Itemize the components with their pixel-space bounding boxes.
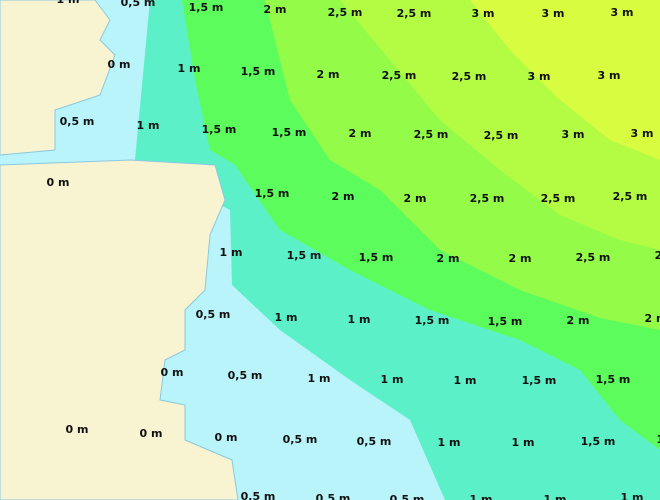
contour-label: 0 m <box>215 431 238 444</box>
contour-label: 0 m <box>140 427 163 440</box>
contour-label: 1,5 m <box>359 251 394 264</box>
contour-label: 0 m <box>47 176 70 189</box>
contour-label: 0 m <box>66 423 89 436</box>
contour-label: 2 m <box>509 252 532 265</box>
contour-label: 1,5 m <box>287 249 322 262</box>
contour-label: 0,5 m <box>228 369 263 382</box>
contour-label: 1,5 m <box>241 65 276 78</box>
contour-label: 0 m <box>108 58 131 71</box>
contour-label: 2,5 m <box>576 251 611 264</box>
contour-label: 0,5 m <box>121 0 156 9</box>
contour-label: 0 m <box>161 366 184 379</box>
contour-label: 2 m <box>567 314 590 327</box>
contour-label: 1,5 m <box>581 435 616 448</box>
contour-label: 1,5 m <box>255 187 290 200</box>
contour-label: 1 m <box>454 374 477 387</box>
contour-label: 1 m <box>657 433 660 446</box>
contour-label: 2,5 m <box>328 6 363 19</box>
contour-label: 1,5 m <box>272 126 307 139</box>
contour-label: 1 m <box>178 62 201 75</box>
contour-label: 2,5 m <box>382 69 417 82</box>
contour-label: 2,5 m <box>613 190 648 203</box>
contour-label: 3 m <box>472 7 495 20</box>
contour-label: 1 m <box>544 493 567 500</box>
contour-label: 3 m <box>528 70 551 83</box>
contour-label: 1,5 m <box>415 314 450 327</box>
contour-label: 0,5 m <box>357 435 392 448</box>
contour-label: 3 m <box>611 6 634 19</box>
contour-label: 0,5 m <box>390 493 425 500</box>
contour-label: 1 m <box>621 491 644 500</box>
contour-label: 3 m <box>562 128 585 141</box>
contour-label: 2,5 m <box>452 70 487 83</box>
contour-label: 2,5 m <box>484 129 519 142</box>
contour-label: 1,5 m <box>202 123 237 136</box>
contour-label: 0,5 m <box>241 490 276 500</box>
contour-label: 3 m <box>631 127 654 140</box>
contour-label: 1,5 m <box>488 315 523 328</box>
contour-label: 0,5 m <box>196 308 231 321</box>
contour-label: 1 m <box>57 0 80 6</box>
contour-labels: 1 m 0,5 m 1,5 m 2 m 2,5 m 2,5 m 3 m 3 m 3 m 0 m 1 … <box>47 0 660 500</box>
contour-label: 2,5 m <box>470 192 505 205</box>
contour-label: 1 m <box>512 436 535 449</box>
contour-label: 3 m <box>542 7 565 20</box>
contour-label: 1 m <box>308 372 331 385</box>
contour-label: 0,5 m <box>283 433 318 446</box>
contour-label: 2 m <box>264 3 287 16</box>
contour-label: 1 m <box>438 436 461 449</box>
contour-label: 0,5 m <box>316 492 351 500</box>
contour-label: 3 m <box>598 69 621 82</box>
contour-label: 2,5 m <box>655 249 660 262</box>
contour-label: 1,5 m <box>522 374 557 387</box>
contour-label: 2 m <box>404 192 427 205</box>
land <box>0 159 239 500</box>
contour-label: 1 m <box>137 119 160 132</box>
contour-label: 0,5 m <box>60 115 95 128</box>
contour-label: 2,5 m <box>541 192 576 205</box>
contour-label: 1 m <box>220 246 243 259</box>
contour-label: 1 m <box>470 493 493 500</box>
contour-label: 2,5 m <box>414 128 449 141</box>
contour-label: 2 m <box>332 190 355 203</box>
contour-label: 2 m <box>317 68 340 81</box>
contour-label: 2 m <box>437 252 460 265</box>
contour-label: 1 m <box>275 311 298 324</box>
contour-label: 1 m <box>348 313 371 326</box>
contour-label: 1 m <box>381 373 404 386</box>
contour-label: 1,5 m <box>189 1 224 14</box>
contour-label: 2 m <box>645 312 660 325</box>
land <box>0 0 116 156</box>
zone-3m <box>470 0 660 160</box>
contour-label: 2,5 m <box>397 7 432 20</box>
contour-label: 1,5 m <box>596 373 631 386</box>
contour-label: 2 m <box>349 127 372 140</box>
